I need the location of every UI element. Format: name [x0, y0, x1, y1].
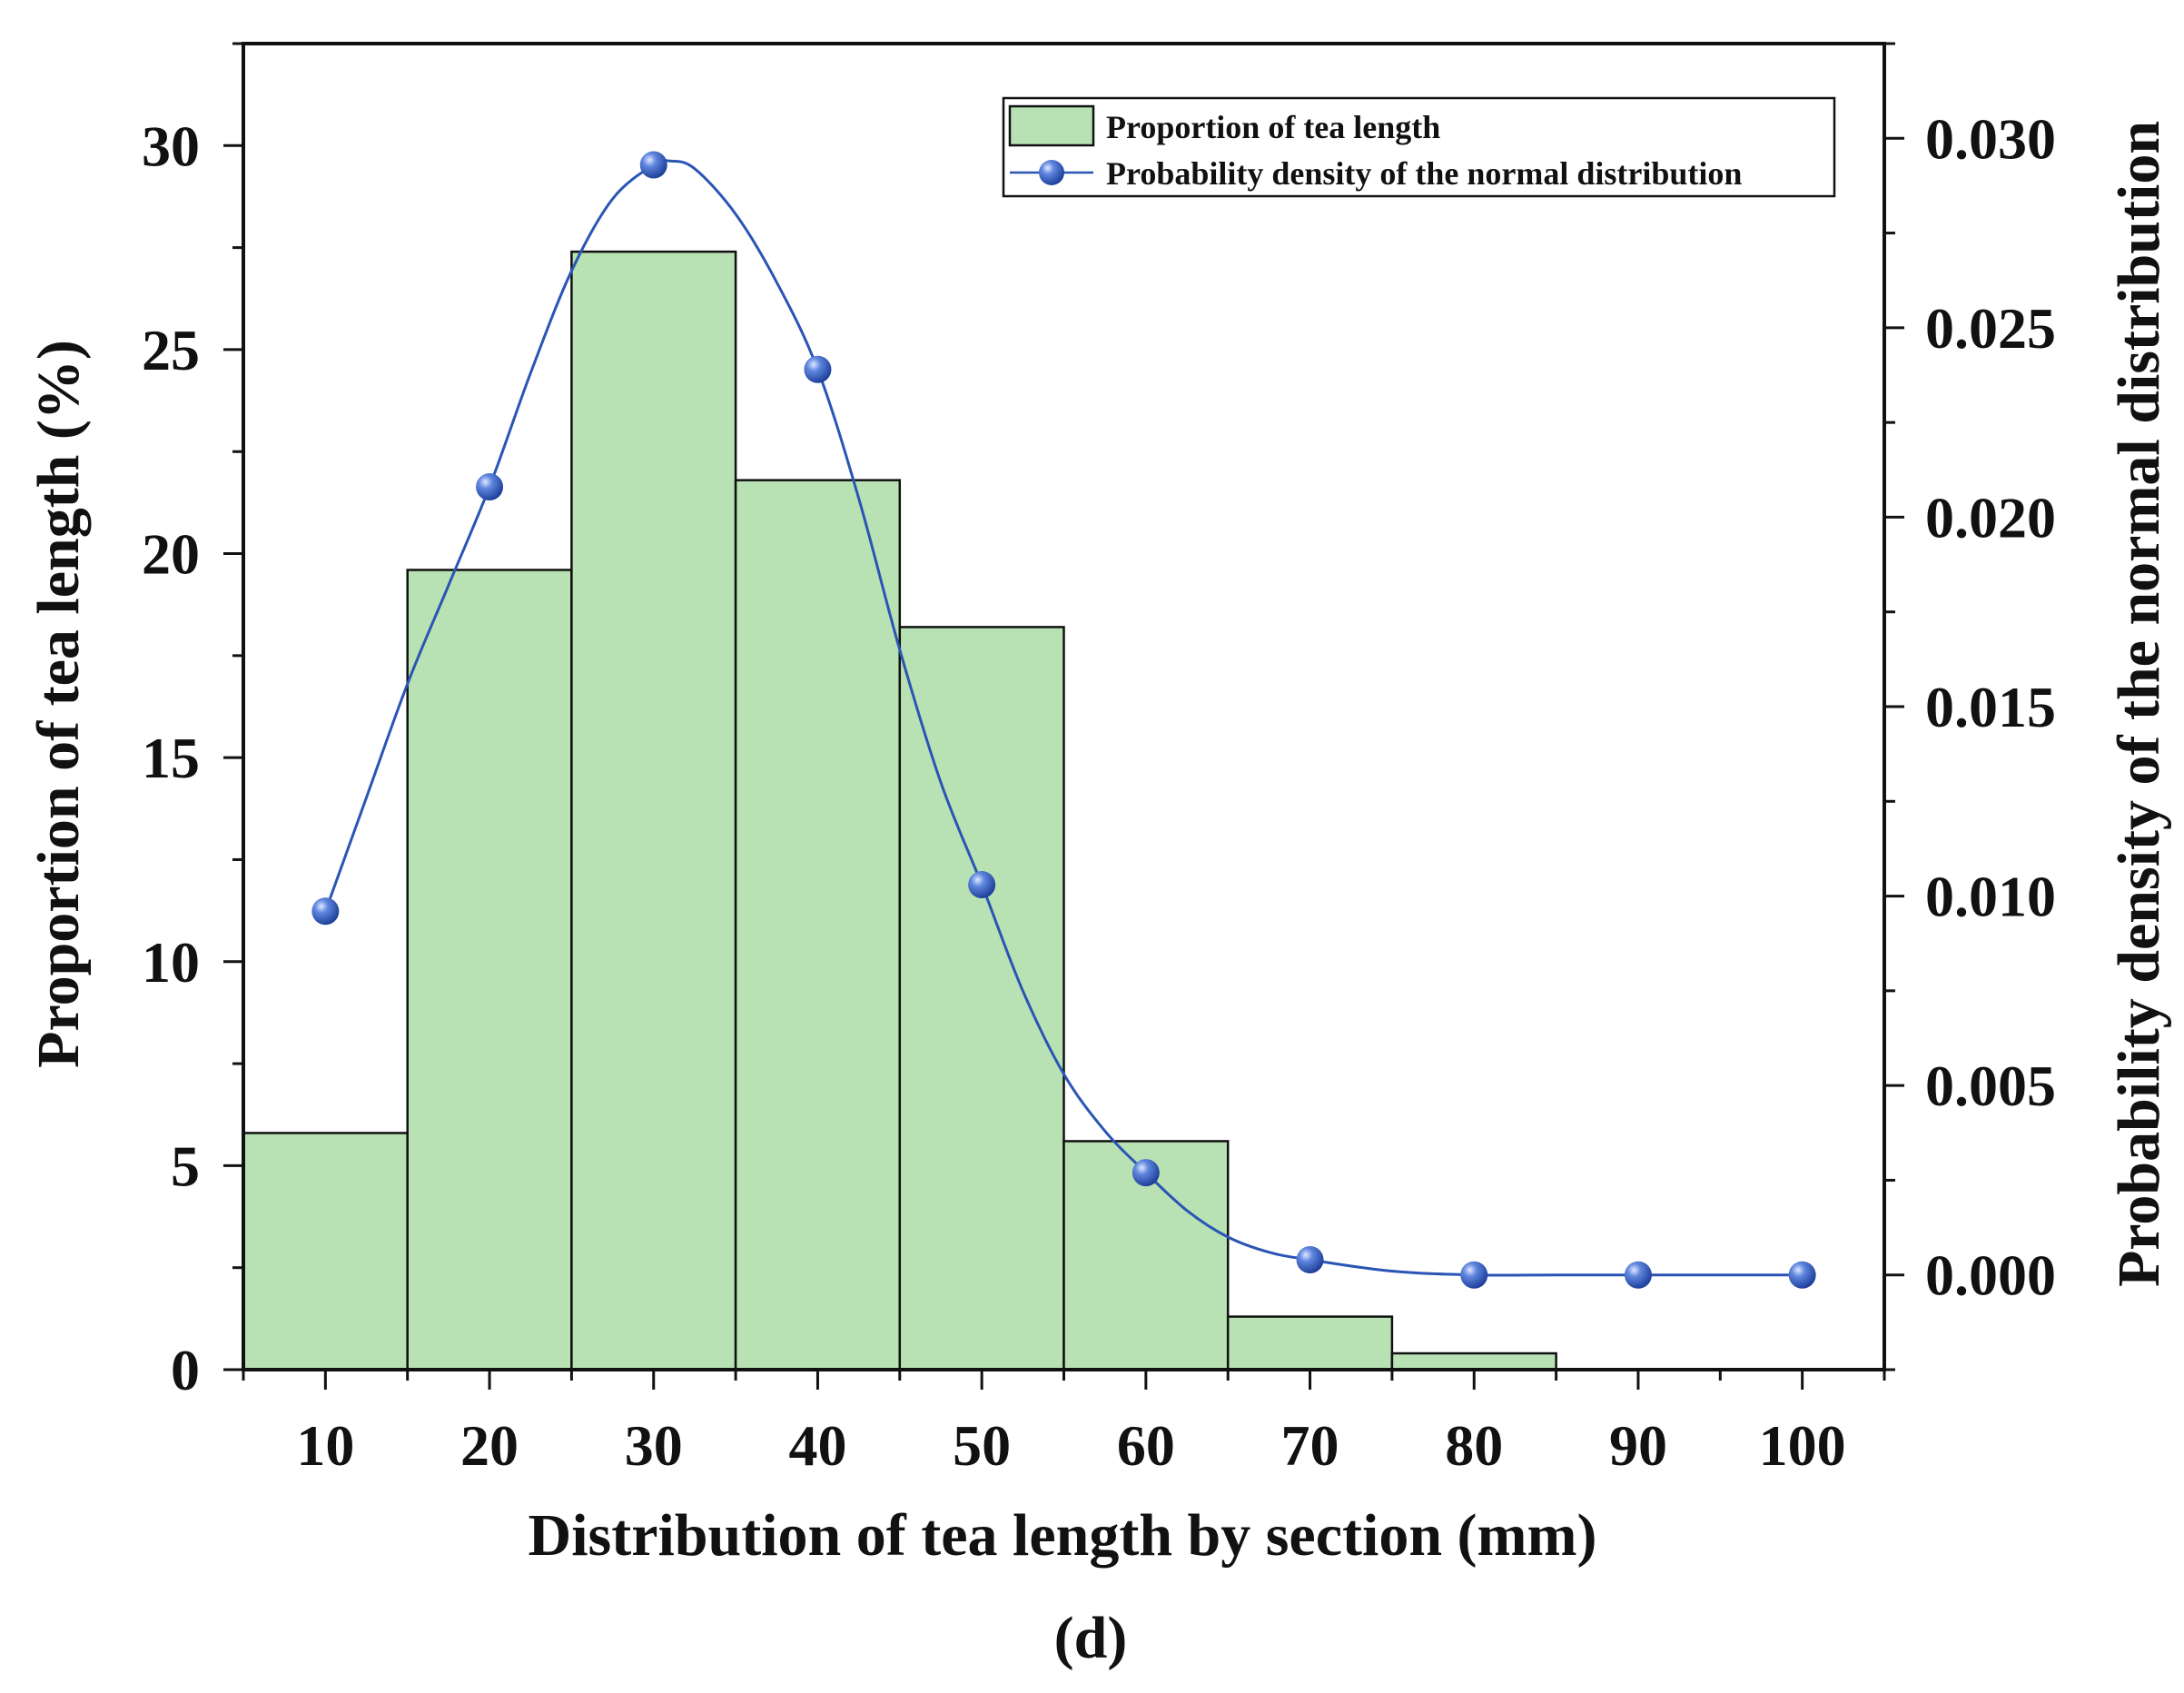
y-left-tick-label: 25: [142, 318, 200, 382]
y-left-tick-label: 0: [171, 1338, 200, 1402]
bar-10: [242, 1132, 409, 1371]
density-markers: [311, 151, 1816, 1289]
x-tick-label: 70: [1281, 1413, 1339, 1478]
y-right-tick-label: 0.020: [1925, 485, 2056, 549]
panel-label: (d): [1054, 1605, 1128, 1671]
y-right-tick-label: 0.010: [1925, 865, 2056, 929]
density-point-30: [639, 151, 667, 179]
density-point-80: [1460, 1261, 1488, 1289]
y-left-tick-label: 30: [142, 114, 200, 178]
density-point-10: [311, 897, 340, 926]
y-axis-right-title: Probability density of the normal distri…: [2106, 121, 2172, 1287]
y-right-tick-label: 0.005: [1925, 1054, 2056, 1118]
bar-20: [406, 569, 573, 1371]
x-axis: 10 20 30 40 50 60 70 80 90 100: [242, 1370, 1886, 1478]
bar-70: [1226, 1315, 1394, 1371]
legend-bar-swatch: [1008, 104, 1095, 147]
y-axis-left: 0 5 10 15 20 25 30: [142, 42, 243, 1402]
density-curve: [323, 158, 1803, 1277]
y-right-tick-label: 0.030: [1925, 106, 2056, 171]
density-point-60: [1132, 1159, 1160, 1187]
density-point-50: [968, 871, 996, 899]
density-point-90: [1624, 1261, 1652, 1289]
y-left-tick-label: 10: [142, 930, 200, 995]
density-point-70: [1296, 1246, 1324, 1274]
legend: Proportion of tea length Probability den…: [1002, 96, 1836, 198]
y-axis-right: 0.000 0.005 0.010 0.015 0.020 0.025 0.030: [1884, 42, 2056, 1371]
y-left-tick-label: 15: [142, 726, 200, 790]
x-tick-label: 10: [296, 1413, 354, 1478]
x-tick-label: 90: [1609, 1413, 1667, 1478]
density-point-40: [804, 355, 832, 383]
bar-series: [242, 250, 1557, 1371]
y-right-tick-label: 0.015: [1925, 675, 2056, 739]
bar-80: [1390, 1351, 1557, 1371]
density-point-20: [476, 473, 504, 501]
y-left-tick-label: 20: [142, 522, 200, 587]
x-tick-label: 100: [1759, 1413, 1846, 1478]
x-tick-label: 50: [953, 1413, 1011, 1478]
bar-40: [734, 479, 902, 1371]
bar-50: [898, 626, 1065, 1371]
y-left-tick-label: 5: [171, 1134, 200, 1198]
x-tick-label: 30: [625, 1413, 683, 1478]
legend-label-proportion: Proportion of tea length: [1106, 109, 1440, 145]
legend-marker-icon: [1039, 160, 1064, 185]
bar-30: [570, 250, 737, 1371]
y-right-tick-label: 0.025: [1925, 296, 2056, 361]
x-tick-label: 60: [1117, 1413, 1175, 1478]
x-axis-title: Distribution of tea length by section (m…: [529, 1502, 1597, 1569]
y-axis-left-title: Proportion of tea length (%): [25, 340, 92, 1068]
x-tick-label: 80: [1445, 1413, 1503, 1478]
legend-box: [1002, 96, 1836, 198]
y-right-tick-label: 0.000: [1925, 1243, 2056, 1308]
legend-label-density: Probability density of the normal distri…: [1106, 155, 1742, 192]
density-point-100: [1788, 1261, 1816, 1289]
density-line-series: [323, 158, 1803, 1277]
x-tick-label: 20: [460, 1413, 519, 1478]
x-tick-label: 40: [788, 1413, 846, 1478]
